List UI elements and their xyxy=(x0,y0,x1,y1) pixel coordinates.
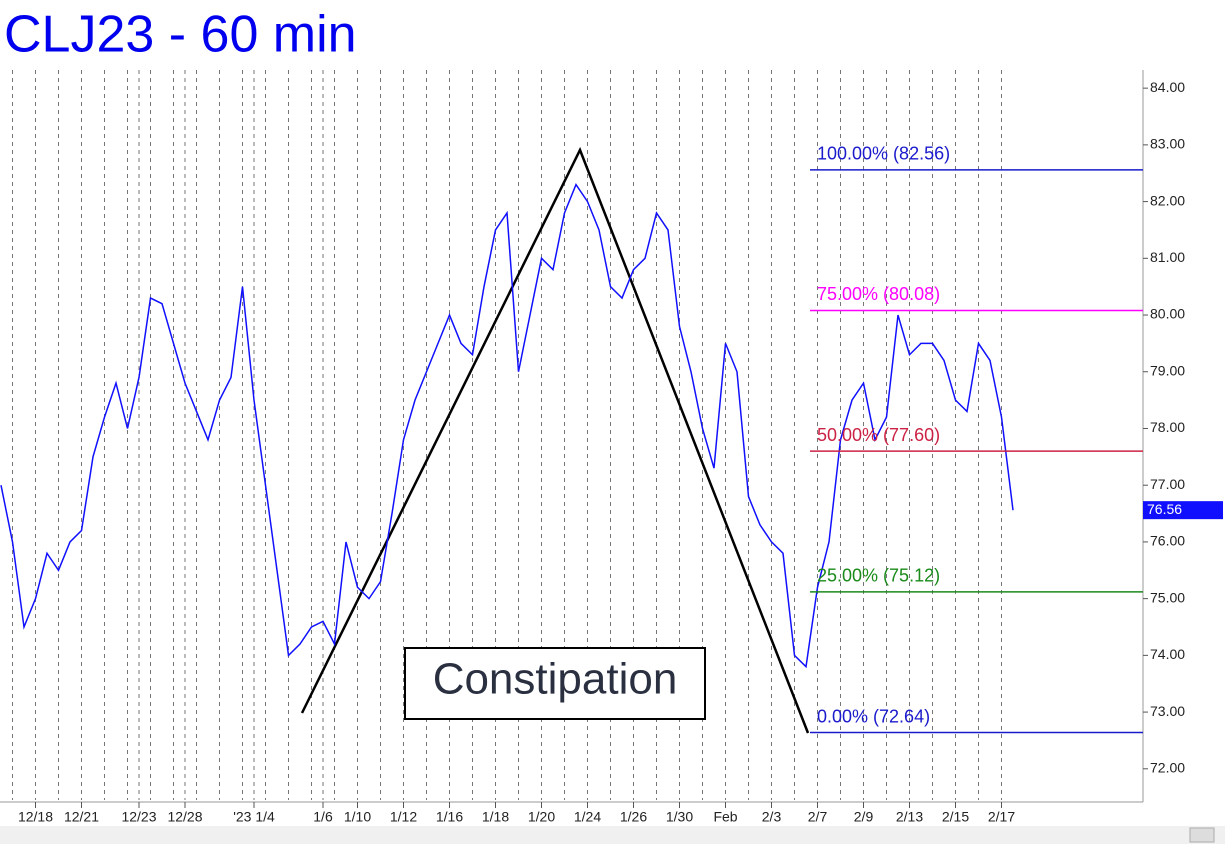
x-tick-label: 1/26 xyxy=(620,809,647,825)
x-tick-label: 12/18 xyxy=(18,809,53,825)
level-label: 0.00% (72.64) xyxy=(817,706,930,726)
x-tick-label: 2/15 xyxy=(942,809,969,825)
price-line xyxy=(0,182,1014,669)
x-tick-label: 2/3 xyxy=(762,809,782,825)
grid xyxy=(12,70,1002,800)
y-tick-label: 80.00 xyxy=(1150,306,1185,322)
y-tick-label: 79.00 xyxy=(1150,362,1185,378)
x-tick-label: 1/6 xyxy=(313,809,333,825)
pattern-lines xyxy=(300,146,810,734)
x-tick-label: 1/12 xyxy=(390,809,417,825)
y-tick-label: 82.00 xyxy=(1150,192,1185,208)
x-tick-label: 12/23 xyxy=(121,809,156,825)
y-tick-label: 78.00 xyxy=(1150,419,1185,435)
x-tick-label: '23 1/4 xyxy=(233,809,275,825)
last-price-label: 76.56 xyxy=(1147,501,1182,517)
x-tick-label: 12/21 xyxy=(64,809,99,825)
y-tick-label: 81.00 xyxy=(1150,249,1185,265)
x-tick-label: 1/16 xyxy=(436,809,463,825)
level-label: 50.00% (77.60) xyxy=(817,425,940,445)
y-tick-label: 73.00 xyxy=(1150,703,1185,719)
y-tick-label: 74.00 xyxy=(1150,646,1185,662)
last-price-tag xyxy=(1143,501,1223,520)
y-tick-label: 77.00 xyxy=(1150,476,1185,492)
x-tick-label: 2/7 xyxy=(808,809,828,825)
y-tick-label: 75.00 xyxy=(1150,589,1185,605)
level-label: 75.00% (80.08) xyxy=(817,284,940,304)
x-tick-label: 2/13 xyxy=(896,809,923,825)
y-tick-label: 84.00 xyxy=(1150,79,1185,95)
x-tick-label: 1/20 xyxy=(528,809,555,825)
y-tick-label: 72.00 xyxy=(1150,760,1185,776)
x-tick-label: 1/24 xyxy=(574,809,601,825)
annotation: Constipation xyxy=(433,655,678,704)
scroll-thumb[interactable] xyxy=(1189,827,1215,843)
x-tick-label: 1/18 xyxy=(482,809,509,825)
x-tick-label: 2/9 xyxy=(854,809,874,825)
x-tick-label: 12/28 xyxy=(167,809,202,825)
level-label: 25.00% (75.12) xyxy=(817,566,940,586)
x-tick-label: Feb xyxy=(713,809,737,825)
chart-title: CLJ23 - 60 min xyxy=(4,6,357,64)
level-label: 100.00% (82.56) xyxy=(817,144,950,164)
x-tick-label: 1/10 xyxy=(344,809,371,825)
x-tick-label: 2/17 xyxy=(988,809,1015,825)
scrollbar[interactable] xyxy=(0,826,1225,844)
y-tick-label: 76.00 xyxy=(1150,533,1185,549)
y-tick-label: 83.00 xyxy=(1150,136,1185,152)
annotation-box xyxy=(404,647,706,720)
x-tick-label: 1/30 xyxy=(666,809,693,825)
